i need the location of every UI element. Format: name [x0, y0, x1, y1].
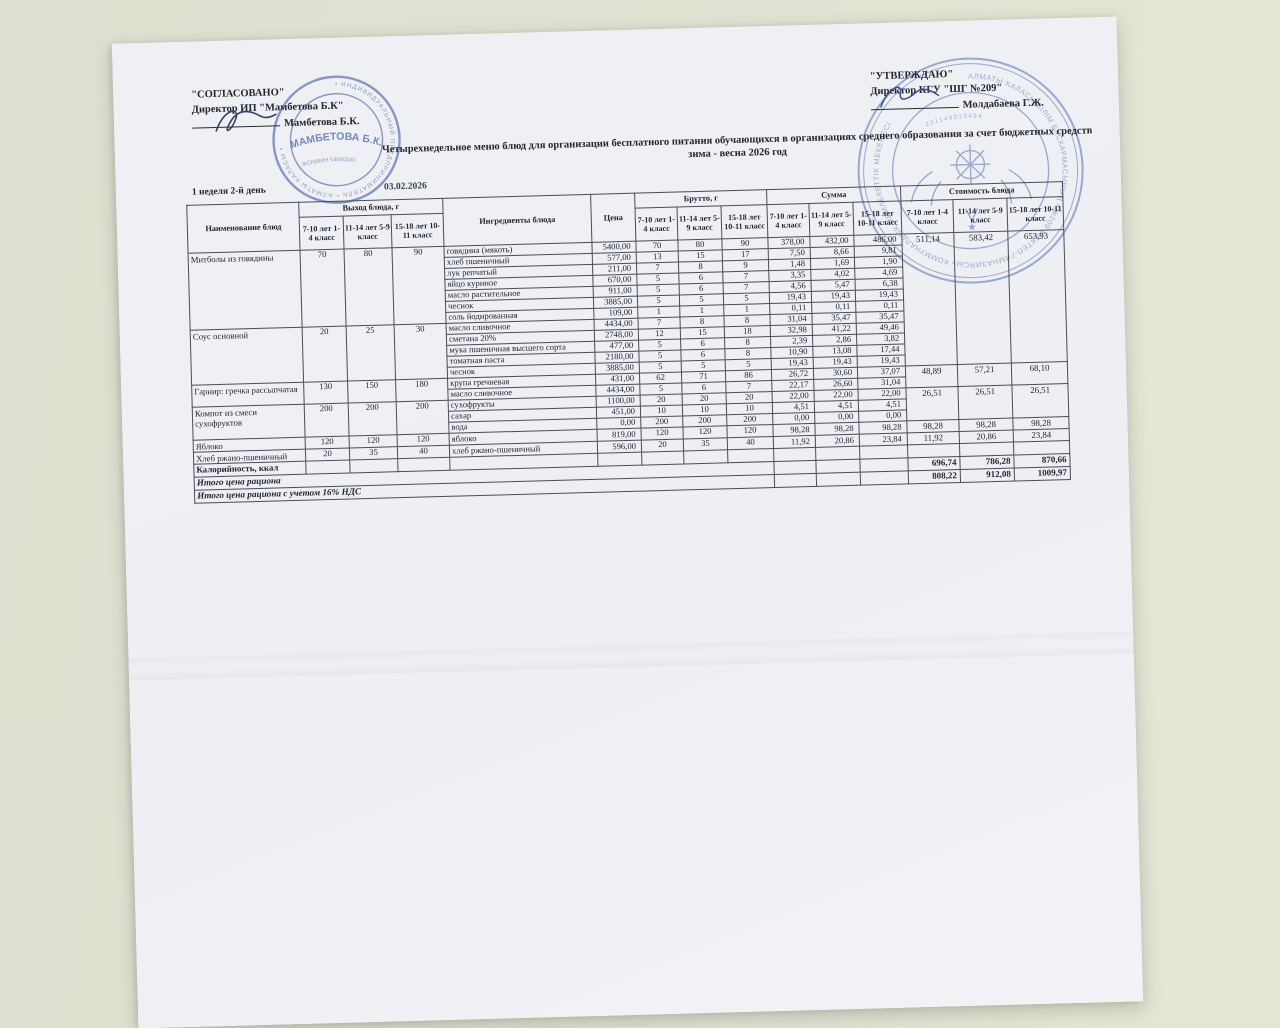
approval-row: "СОГЛАСОВАНО" Директор ИП "Мамбетова Б.К… [183, 64, 1064, 134]
empty-cell [305, 459, 351, 475]
yield-cell: 200 [304, 402, 350, 438]
empty-cell [774, 473, 817, 488]
cost-cell: 48,89 [905, 364, 959, 388]
header-age-col: 11-14 лет 5-9 класс [808, 202, 854, 237]
header-age-col: 7-10 лет 1-4 класс [299, 216, 344, 251]
empty-cell [727, 448, 774, 463]
header-age-col: 7-10 лет 1-4 класс [900, 199, 954, 234]
empty-cell [816, 472, 861, 487]
empty-cell [815, 459, 861, 474]
dish-name-cell: Гарнир: гречка рассыпчатая [191, 382, 305, 408]
header-age-col: 11-14 лет 5-9 класс [952, 198, 1008, 233]
header-dish: Наименование блюд [186, 202, 301, 254]
cost-cell: 26,51 [1011, 383, 1069, 418]
header-ingredients: Ингредиенты блюда [442, 194, 592, 247]
empty-cell [815, 446, 860, 461]
signature-line [191, 115, 281, 130]
agreed-block: "СОГЛАСОВАНО" Директор ИП "Мамбетова Б.К… [191, 83, 360, 134]
yield-cell: 150 [347, 379, 397, 403]
header-age-col: 15-18 лет 10-11 класс [1006, 196, 1064, 232]
total-value-cell: 912,08 [960, 467, 1015, 483]
header-age-col: 15-18 лет 10-11 класс [720, 204, 768, 239]
header-age-col: 11-14 лет 5-9 класс [343, 214, 392, 250]
header-age-col: 15-18 лет 10-11 класс [391, 213, 444, 248]
approved-block: "УТВЕРЖДАЮ" Директор КГУ "ШГ №209" Молда… [870, 65, 1044, 116]
header-age-col: 7-10 лет 1-4 класс [635, 206, 678, 242]
yield-cell: 80 [343, 247, 395, 326]
yield-cell: 200 [396, 400, 450, 435]
empty-cell [683, 449, 728, 464]
empty-cell [641, 450, 684, 466]
signature-line [870, 97, 959, 111]
cost-cell: 26,51 [906, 386, 959, 421]
cost-cell: 583,42 [953, 231, 1012, 365]
yield-cell: 25 [346, 324, 396, 381]
yield-cell: 20 [302, 325, 348, 383]
cost-cell: 57,21 [957, 362, 1012, 387]
empty-cell [773, 460, 817, 475]
menu-table-body: Митболы из говядины 70 80 90 говядина (мякот… [188, 229, 1071, 504]
agreed-name: Мамбетова Б.К. [283, 116, 360, 130]
cost-cell: 26,51 [958, 384, 1013, 420]
document-paper: • ИНДИВИДУАЛЬНЫЙ ПРЕДПРИНИМАТЕЛЬ • АЛМАТ… [111, 16, 1144, 1028]
yield-cell: 70 [300, 249, 347, 328]
document-content: "СОГЛАСОВАНО" Директор ИП "Мамбетова Б.К… [112, 18, 1094, 506]
approved-name: Молдабаева Г.Ж. [962, 98, 1044, 112]
empty-cell [859, 444, 908, 460]
approved-sign-line: Молдабаева Г.Ж. [870, 95, 1044, 116]
yield-cell: 130 [303, 380, 349, 405]
menu-table: Наименование блюд Выход блюда, г Ингреди… [186, 181, 1072, 504]
empty-cell [860, 470, 909, 486]
empty-cell [859, 457, 909, 473]
empty-cell [349, 458, 399, 473]
yield-cell: 30 [394, 323, 448, 380]
header-age-col: 7-10 лет 1-4 класс [767, 203, 810, 238]
cost-cell: 68,10 [1011, 361, 1068, 385]
yield-cell: 90 [391, 246, 447, 325]
dish-name-cell: Митболы из говядины [188, 250, 303, 331]
week-day-label: 1 неделя 2-й день [191, 185, 266, 198]
paper-crease [128, 631, 1134, 681]
header-age-col: 11-14 лет 5-9 класс [677, 205, 722, 240]
total-value-cell: 808,22 [908, 469, 961, 484]
total-value-cell: 1009,97 [1014, 466, 1071, 481]
date-label: 03.02.2026 [383, 181, 427, 193]
header-age-col: 15-18 лет 10-11 класс [852, 200, 902, 236]
cost-cell: 653,93 [1007, 229, 1068, 363]
header-price: Цена [590, 193, 636, 243]
empty-cell [773, 447, 816, 462]
agreed-sign-line: Мамбетова Б.К. [191, 114, 360, 135]
yield-cell: 180 [395, 378, 449, 402]
dish-name-cell: Соус основной [190, 327, 304, 386]
document-title: Четырехнедельное меню блюд для организац… [365, 123, 1110, 170]
cost-cell: 511,14 [901, 232, 958, 366]
dish-name-cell: Компот из смеси сухофруктов [192, 404, 306, 441]
empty-cell [597, 452, 642, 467]
yield-cell: 200 [348, 401, 398, 436]
